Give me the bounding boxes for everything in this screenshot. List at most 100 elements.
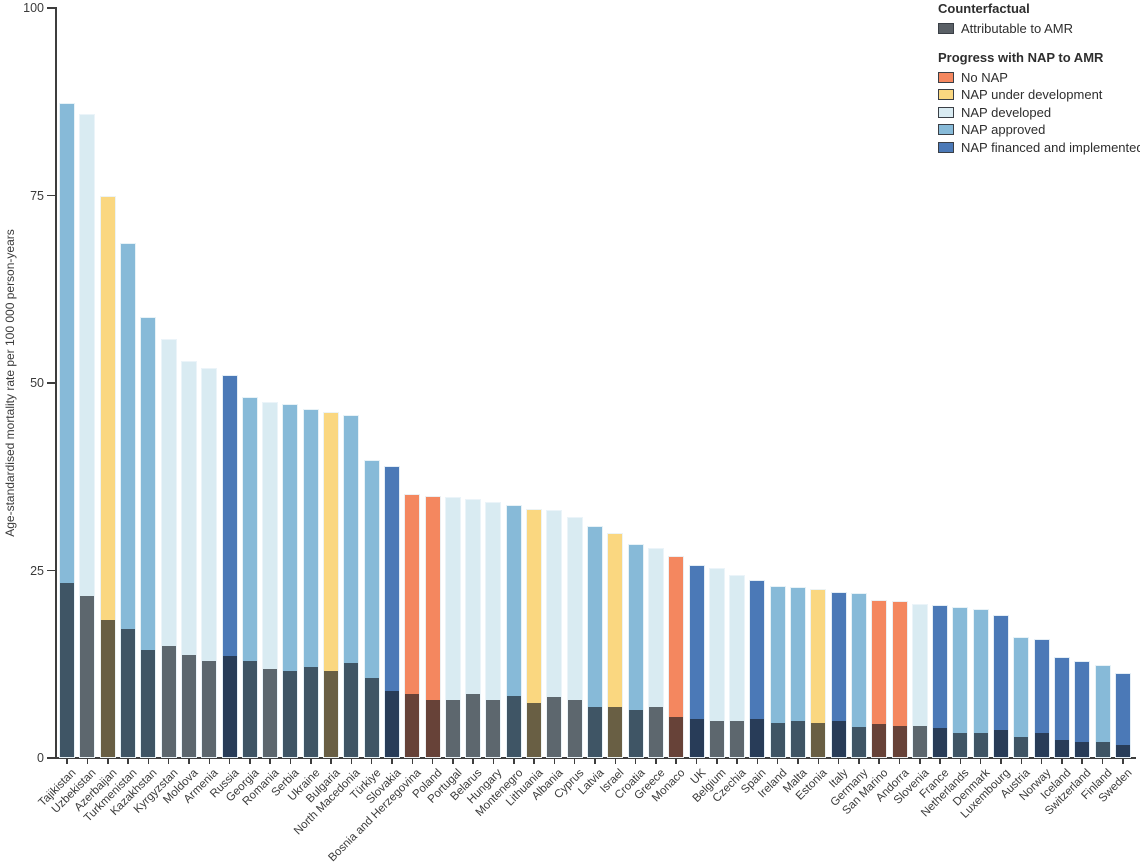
bar-hungary	[485, 502, 502, 758]
x-tick	[208, 758, 210, 764]
bar-attributable-segment	[1115, 744, 1130, 757]
bar-malta	[790, 587, 807, 758]
y-tick	[47, 569, 55, 572]
bar-attributable-segment	[912, 725, 927, 757]
legend-swatch-no_nap-icon	[938, 71, 954, 83]
bar-spain	[749, 579, 766, 758]
x-tick	[127, 758, 129, 764]
bar-iceland	[1053, 656, 1070, 758]
bar-russia	[221, 374, 238, 758]
bar-attributable-segment	[689, 719, 704, 757]
bar-croatia	[627, 543, 644, 758]
x-tick	[472, 758, 474, 764]
bar-kyrgyzstan	[160, 338, 177, 758]
bar-san-marino	[871, 599, 888, 758]
y-tick	[47, 757, 55, 759]
y-tick-label: 25	[30, 563, 44, 578]
bar-finland	[1094, 665, 1111, 758]
x-tick	[898, 758, 901, 764]
x-tick	[330, 758, 332, 764]
bar-israel	[607, 533, 624, 758]
x-tick	[878, 758, 880, 764]
x-tick	[858, 758, 860, 764]
legend-item-label: NAP developed	[961, 104, 1052, 120]
bar-attributable-segment	[466, 693, 481, 757]
bar-attributable-segment	[60, 582, 75, 757]
bar-attributable-segment	[80, 596, 95, 757]
bar-attributable-segment	[628, 710, 643, 757]
bar-tajikistan	[59, 103, 76, 758]
x-tick	[655, 758, 657, 764]
bar-uzbekistan	[79, 113, 96, 758]
bar-attributable-segment	[141, 650, 156, 757]
x-tick	[391, 758, 393, 764]
legend-item-no-nap: No NAP	[938, 69, 1138, 87]
bar-ukraine	[302, 408, 319, 758]
bar-cyprus	[566, 517, 583, 758]
x-tick	[675, 758, 677, 764]
bar-poland	[424, 496, 441, 758]
bar-attributable-segment	[384, 691, 399, 757]
y-tick-label: 0	[37, 751, 44, 765]
bar-attributable-segment	[506, 695, 521, 757]
x-tick	[1061, 758, 1063, 764]
legend: Counterfactual Attributable to AMR Progr…	[938, 1, 1140, 156]
x-tick	[594, 758, 596, 764]
bar-attributable-segment	[608, 707, 623, 757]
bar-attributable-segment	[364, 677, 379, 757]
x-tick	[269, 758, 271, 764]
bar-france	[932, 605, 949, 758]
bar-attributable-segment	[1014, 737, 1029, 757]
bar-attributable-segment	[933, 728, 948, 757]
bar-t-rkiye	[363, 459, 380, 758]
bar-attributable-segment	[242, 661, 257, 757]
legend-item-label: No NAP	[961, 69, 1008, 85]
bar-attributable-segment	[709, 720, 724, 757]
bar-turkmenistan	[120, 242, 137, 758]
bar-austria	[1013, 636, 1030, 758]
x-tick	[188, 758, 190, 764]
bar-attributable-segment	[202, 661, 217, 757]
bar-attributable-segment	[324, 671, 339, 757]
bar-attributable-segment	[527, 703, 542, 757]
x-tick	[553, 758, 556, 764]
bar-uk	[688, 565, 705, 758]
x-tick	[614, 758, 617, 764]
bar-attributable-segment	[892, 725, 907, 757]
bar-ireland	[769, 586, 786, 758]
x-tick	[350, 758, 353, 764]
bar-albania	[546, 509, 563, 758]
x-tick	[249, 758, 251, 764]
bar-attributable-segment	[770, 722, 785, 757]
bar-moldova	[180, 361, 197, 758]
legend-swatch-under_development-icon	[938, 89, 954, 101]
x-tick	[1101, 758, 1104, 764]
x-tick	[756, 758, 759, 764]
bar-andorra	[891, 600, 908, 758]
bar-attributable-segment	[1034, 732, 1049, 757]
bar-switzerland	[1074, 661, 1091, 758]
x-tick	[228, 758, 231, 764]
y-axis-line	[55, 7, 57, 758]
bar-romania	[262, 401, 279, 758]
bar-attributable-segment	[750, 719, 765, 757]
bar-attributable-segment	[953, 733, 968, 757]
x-tick	[452, 758, 454, 764]
x-tick	[797, 758, 799, 764]
legend-swatch-attributable-icon	[938, 23, 954, 35]
y-tick-label: 100	[23, 1, 44, 15]
y-tick-label: 75	[30, 188, 44, 203]
x-tick	[736, 758, 738, 764]
legend-swatch-developed-icon	[938, 106, 954, 118]
x-tick	[66, 758, 68, 764]
x-tick	[817, 758, 820, 764]
legend-title-nap: Progress with NAP to AMR	[938, 49, 1104, 65]
legend-item-nap-under-development: NAP under development	[938, 86, 1138, 104]
bar-attributable-segment	[100, 620, 115, 757]
bar-attributable-segment	[344, 662, 359, 757]
bar-armenia	[201, 368, 218, 758]
x-tick	[431, 758, 434, 764]
bar-netherlands	[952, 607, 969, 758]
x-tick	[634, 758, 637, 764]
